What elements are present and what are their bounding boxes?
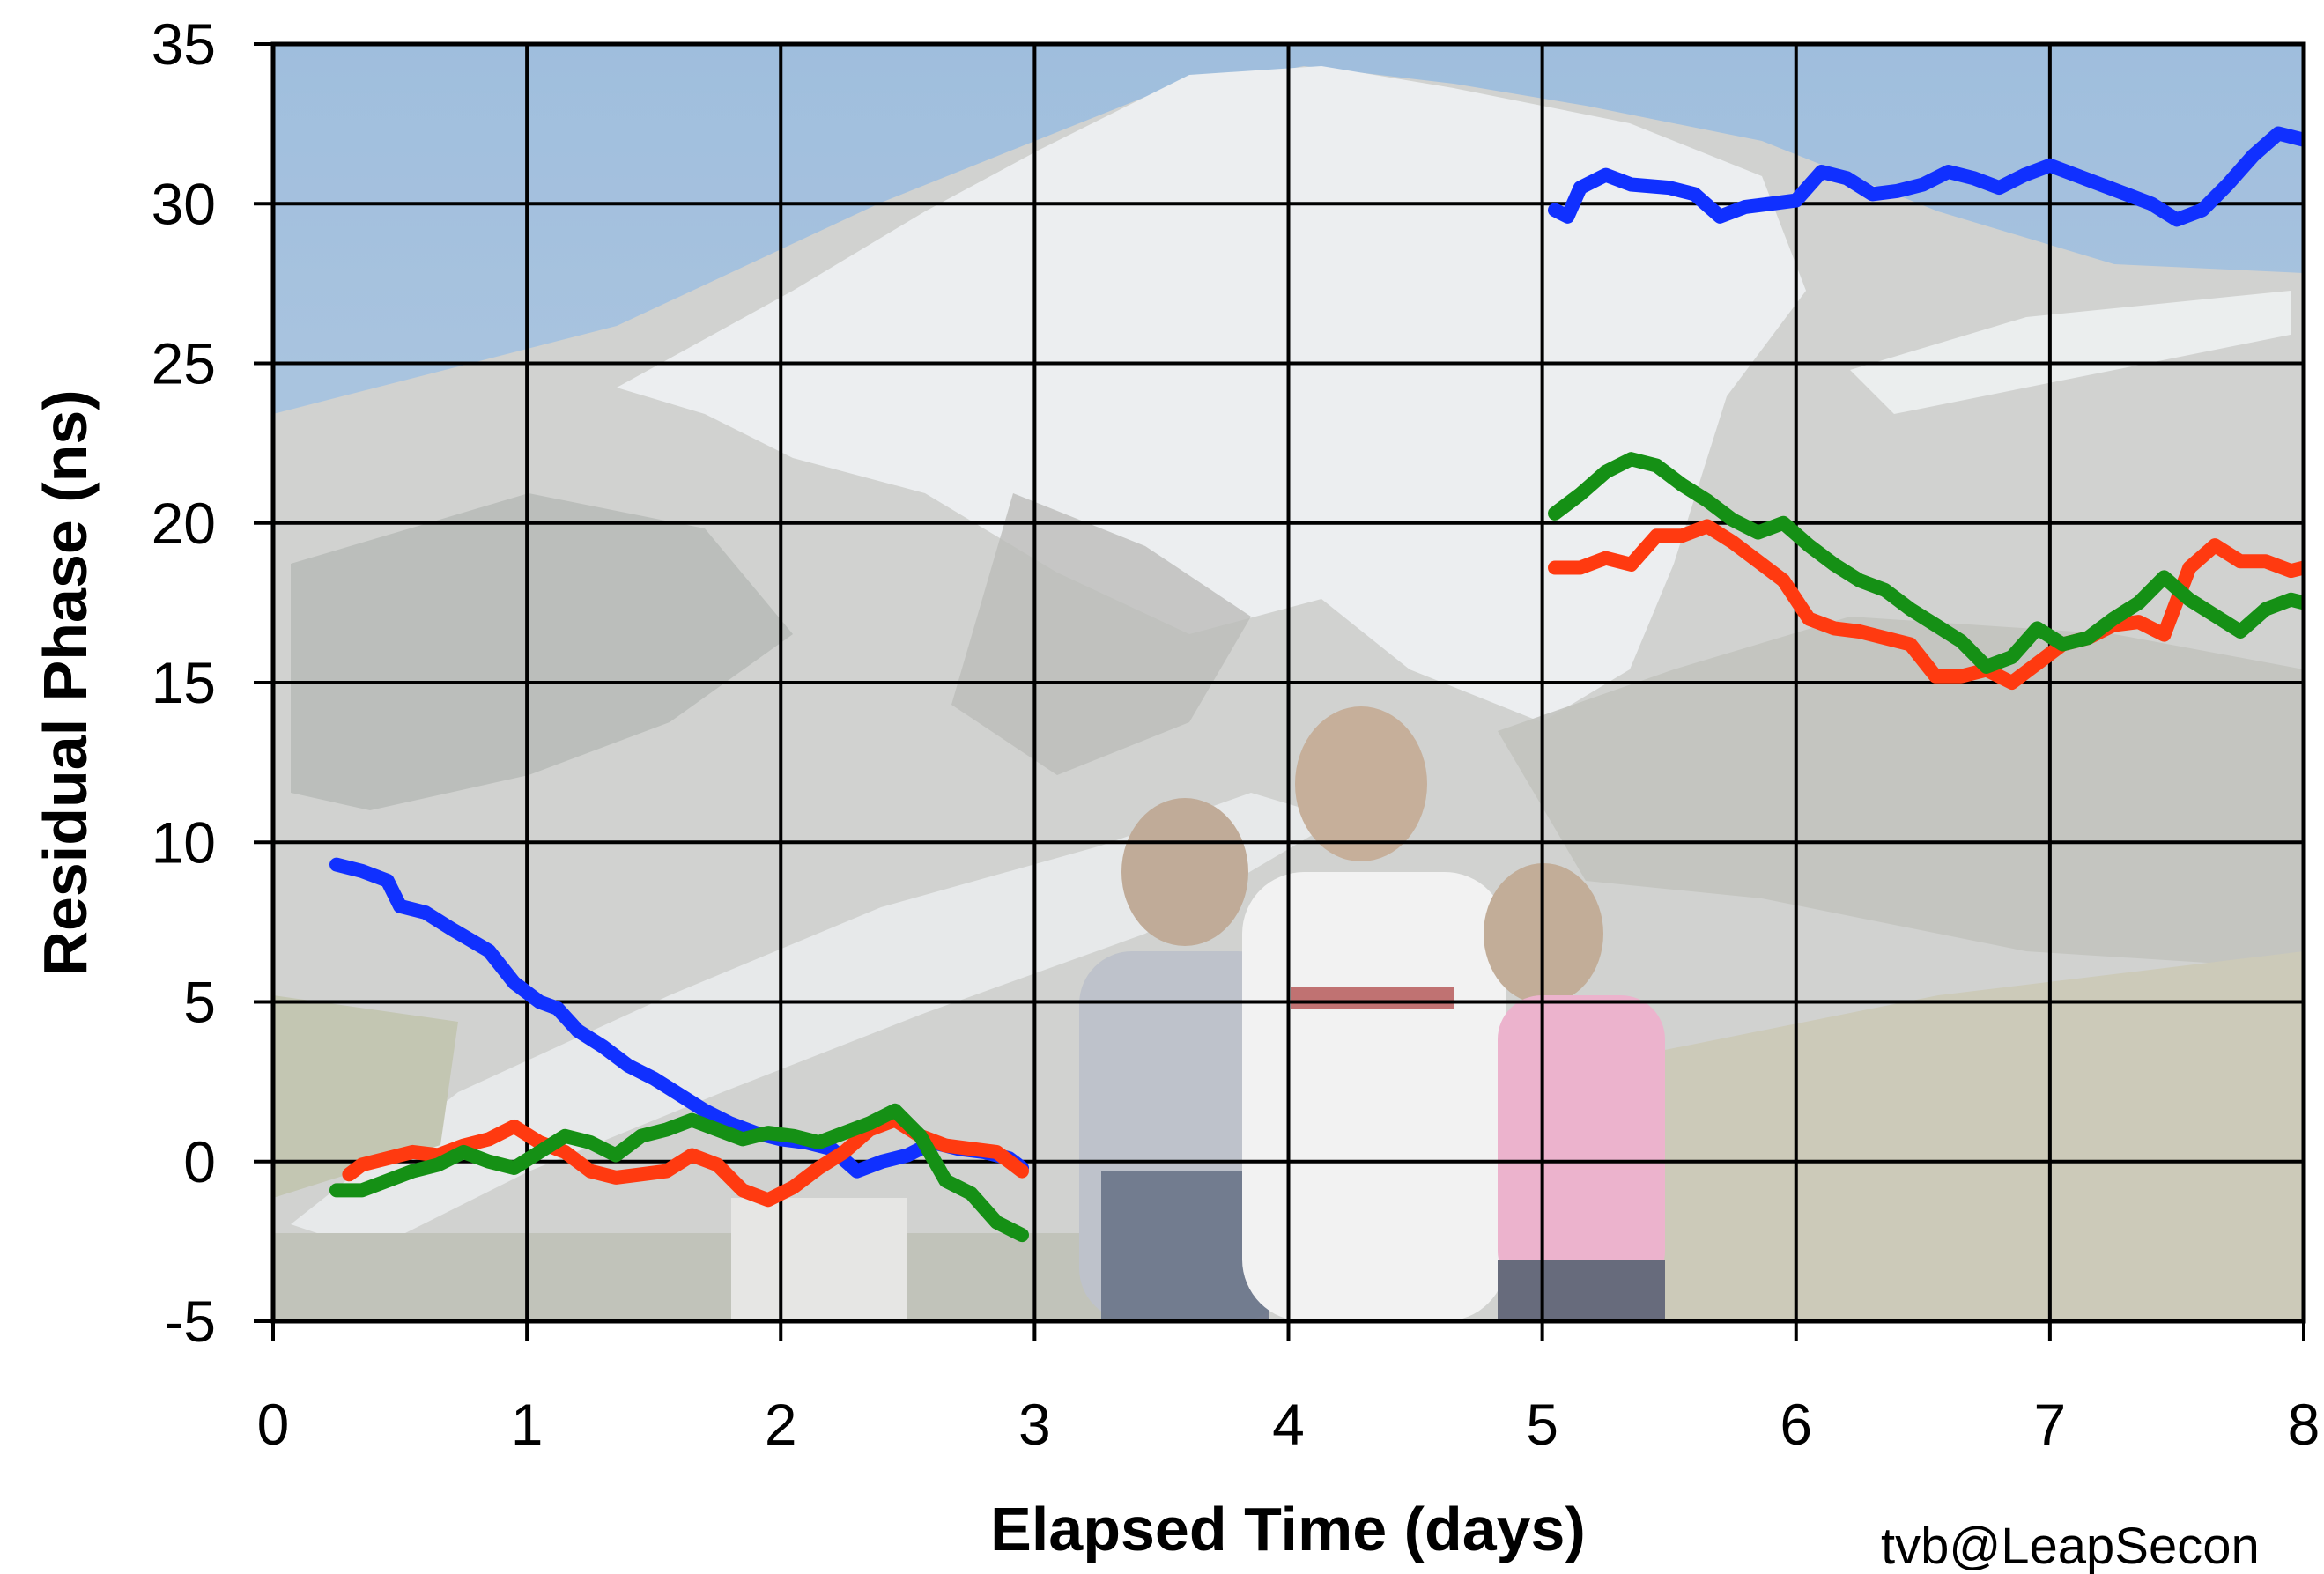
x-tick-label-0: 0 xyxy=(257,1392,290,1457)
y-tick-label-7: 30 xyxy=(152,171,216,236)
y-tick-label-6: 25 xyxy=(152,331,216,396)
series-2-segment-0-line xyxy=(329,1103,1029,1243)
children-figures xyxy=(1079,706,1665,1321)
y-tick-label-3: 10 xyxy=(152,809,216,875)
series-0-segment-0-line xyxy=(329,857,1029,1179)
x-tick-label-5: 5 xyxy=(1526,1392,1558,1457)
credit-text: tvb@LeapSecon xyxy=(1881,1518,2260,1574)
plot-frame xyxy=(270,41,2306,1324)
x-tick-label-6: 6 xyxy=(1780,1392,1812,1457)
x-axis-title: Elapsed Time (days) xyxy=(990,1495,1586,1563)
series-0-segment-1-line xyxy=(1548,126,2304,227)
x-tick-label-4: 4 xyxy=(1272,1392,1305,1457)
x-tick-label-7: 7 xyxy=(2034,1392,2067,1457)
y-tick-label-8: 35 xyxy=(152,11,216,77)
y-tick-label-4: 15 xyxy=(152,650,216,715)
x-tick-label-3: 3 xyxy=(1018,1392,1051,1457)
series-layer xyxy=(329,126,2304,1243)
y-tick-label-2: 5 xyxy=(183,970,216,1035)
x-tick-label-2: 2 xyxy=(765,1392,797,1457)
x-tick-label-8: 8 xyxy=(2288,1392,2320,1457)
series-2-segment-1-line xyxy=(1548,452,2304,674)
y-axis-title: Residual Phase (ns) xyxy=(31,389,100,975)
axes: 0 1 2 3 4 5 6 7 8 -5 0 5 10 15 20 25 30 35 xyxy=(152,11,2320,1457)
y-tick-label-0: -5 xyxy=(164,1289,216,1354)
y-tick-label-1: 0 xyxy=(183,1129,216,1194)
series-1-segment-1-line xyxy=(1548,519,2304,690)
y-tick-label-5: 20 xyxy=(152,491,216,556)
x-tick-label-1: 1 xyxy=(511,1392,544,1457)
